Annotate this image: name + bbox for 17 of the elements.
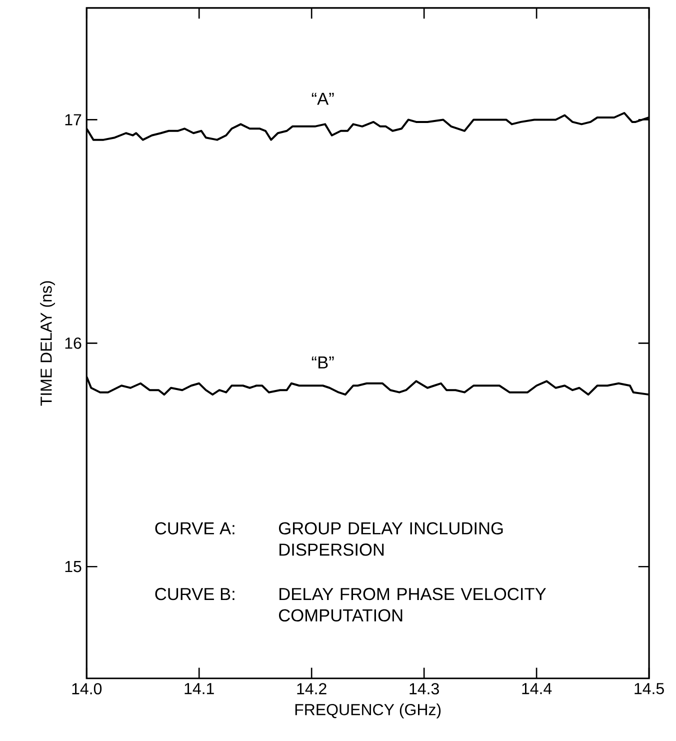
annotation: GROUP DELAY INCLUDING DISPERSION: [279, 522, 503, 556]
x-tick-label: 14.5: [634, 683, 664, 694]
y-tick-label: 15: [65, 561, 82, 572]
y-axis-title: TIME DELAY (ns): [40, 281, 56, 406]
x-tick-label: 14.1: [184, 683, 214, 694]
annotation: DELAY FROM PHASE VELOCITY COMPUTATION: [279, 588, 546, 622]
y-tick-label: 17: [65, 114, 82, 126]
annotation: CURVE A:: [155, 522, 234, 534]
annotation: CURVE B:: [155, 588, 234, 600]
x-tick-label: 14.3: [410, 683, 440, 694]
x-tick-label: 14.4: [522, 683, 552, 694]
x-tick-label: 14.2: [297, 683, 326, 694]
series-label: “A”: [312, 92, 334, 105]
x-axis-title: FREQUENCY (GHz): [296, 704, 441, 718]
x-tick-label: 14.0: [72, 683, 102, 694]
series-label: “B”: [312, 356, 334, 368]
y-tick-label: 16: [65, 338, 82, 349]
